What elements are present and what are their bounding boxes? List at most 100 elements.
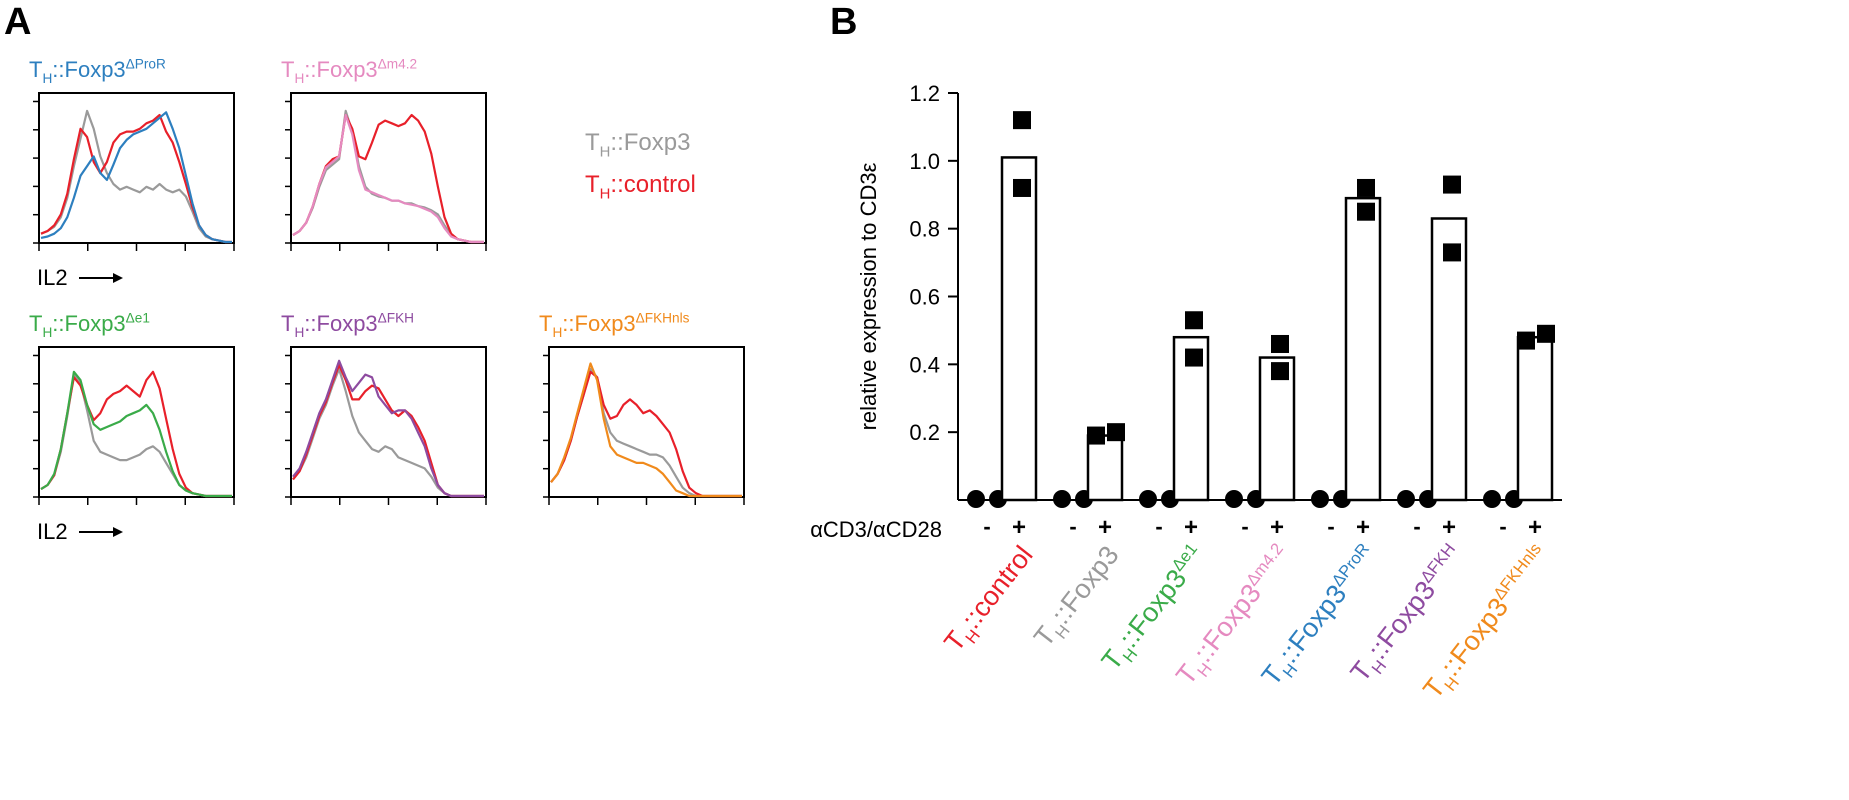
legend-entry-1: TH::Foxp3 bbox=[585, 129, 690, 161]
stim-row-label: αCD3/αCD28 bbox=[810, 517, 942, 542]
unstim-point bbox=[1397, 490, 1415, 508]
title-base: T bbox=[29, 311, 42, 336]
stim-point bbox=[1537, 324, 1555, 343]
histogram-series-line bbox=[292, 359, 484, 498]
title-base: T bbox=[29, 57, 42, 82]
stim-point bbox=[1443, 243, 1461, 262]
minus-label: - bbox=[1327, 514, 1334, 539]
title-rest: ::Foxp3 bbox=[52, 57, 125, 82]
plus-label: + bbox=[1528, 514, 1542, 541]
y-axis-label: relative expression to CD3ε bbox=[856, 162, 881, 430]
histogram-series-line bbox=[40, 370, 232, 498]
title-base: T bbox=[281, 311, 294, 336]
minus-label: - bbox=[1155, 514, 1162, 539]
il2-arrow-head bbox=[113, 527, 123, 537]
stim-point bbox=[1357, 178, 1375, 197]
y-tick-label: 1.2 bbox=[909, 81, 940, 106]
title-superscript: Δm4.2 bbox=[1242, 539, 1287, 589]
panel-b-bar-chart: 0.2 0.4 0.6 0.8 1.0 1.2 relative expression to… bbox=[810, 81, 1562, 704]
title-superscript: ΔFKHnls bbox=[1489, 539, 1545, 603]
title-rest: ::control bbox=[956, 540, 1039, 634]
group-label: TH::Foxp3 bbox=[1028, 540, 1129, 655]
plus-label: + bbox=[1098, 514, 1112, 541]
minus-label: - bbox=[1413, 514, 1420, 539]
title-base: T bbox=[281, 57, 294, 82]
title-subscript: H bbox=[600, 187, 611, 203]
title-base: T bbox=[585, 129, 600, 156]
title-rest: ::Foxp3 bbox=[1113, 564, 1192, 653]
il2-arrow-head bbox=[113, 273, 123, 283]
stim-bar bbox=[1430, 217, 1468, 502]
histogram-frame bbox=[548, 346, 745, 498]
histogram-title: TH::Foxp3Δm4.2 bbox=[281, 57, 417, 87]
plus-label: + bbox=[1184, 514, 1198, 541]
stim-bar bbox=[1344, 196, 1382, 502]
title-superscript: ΔFKHnls bbox=[636, 311, 690, 326]
title-rest: ::Foxp3 bbox=[1188, 578, 1267, 667]
histogram-title: TH::Foxp3ΔFKH bbox=[281, 311, 414, 341]
unstim-point bbox=[1483, 490, 1501, 508]
plus-label: + bbox=[1012, 514, 1026, 541]
legend-entry-2: TH::control bbox=[585, 171, 696, 203]
plus-label: + bbox=[1442, 514, 1456, 541]
histogram-frame bbox=[38, 346, 235, 498]
title-rest: ::Foxp3 bbox=[304, 57, 377, 82]
stim-point bbox=[1185, 311, 1203, 330]
histogram-title: TH::Foxp3Δe1 bbox=[29, 311, 150, 341]
histogram-series-line bbox=[292, 367, 484, 498]
histogram-series-line bbox=[40, 111, 232, 244]
title-subscript: H bbox=[42, 71, 52, 86]
stim-bar bbox=[1000, 156, 1038, 502]
histogram-frame bbox=[290, 346, 487, 498]
title-superscript: Δe1 bbox=[126, 311, 150, 326]
histogram-frame bbox=[38, 92, 235, 244]
minus-label: - bbox=[1069, 514, 1076, 539]
title-rest: ::Foxp3 bbox=[610, 129, 690, 156]
histogram-frame bbox=[290, 92, 487, 244]
stim-point bbox=[1443, 175, 1461, 194]
plus-label: + bbox=[1270, 514, 1284, 541]
y-tick-label: 0.8 bbox=[909, 217, 940, 242]
title-subscript: H bbox=[42, 325, 52, 340]
histogram-title: TH::Foxp3ΔProR bbox=[29, 57, 166, 87]
stim-point bbox=[1185, 348, 1203, 367]
stim-point bbox=[1517, 331, 1535, 350]
title-rest: ::Foxp3 bbox=[1273, 579, 1352, 668]
stim-bar bbox=[1516, 335, 1554, 502]
histogram-series-line bbox=[292, 113, 484, 244]
panel-b-letter: B bbox=[830, 1, 857, 43]
histogram-4: TH::Foxp3ΔFKH bbox=[281, 311, 487, 505]
histogram-2: TH::Foxp3Δm4.2 bbox=[281, 57, 487, 251]
title-superscript: ΔFKH bbox=[378, 311, 414, 326]
bar-group-1: - +TH::control bbox=[938, 111, 1039, 657]
histogram-5: TH::Foxp3ΔFKHnls bbox=[539, 311, 745, 505]
unstim-point bbox=[1311, 490, 1329, 508]
y-tick-label: 0.4 bbox=[909, 352, 940, 377]
y-tick-label: 0.2 bbox=[909, 420, 940, 445]
unstim-point bbox=[1225, 490, 1243, 508]
minus-label: - bbox=[983, 514, 990, 539]
stim-point bbox=[1013, 111, 1031, 130]
title-superscript: ΔProR bbox=[126, 57, 166, 72]
panel-a-letter: A bbox=[4, 1, 31, 43]
il2-axis-label: IL2 bbox=[37, 265, 68, 290]
minus-label: - bbox=[1241, 514, 1248, 539]
stim-point bbox=[1013, 178, 1031, 197]
title-superscript: ΔProR bbox=[1328, 539, 1373, 590]
title-rest: ::Foxp3 bbox=[562, 311, 635, 336]
histogram-series-line bbox=[292, 363, 484, 498]
title-rest: ::Foxp3 bbox=[52, 311, 125, 336]
title-rest: ::Foxp3 bbox=[304, 311, 377, 336]
y-tick-label: 1.0 bbox=[909, 149, 940, 174]
panel-a-histograms: TH::Foxp3ΔProRIL2TH::Foxp3Δm4.2TH::Foxp3… bbox=[29, 57, 745, 544]
unstim-point bbox=[1053, 490, 1071, 508]
title-rest: ::Foxp3 bbox=[1435, 592, 1514, 681]
title-subscript: H bbox=[294, 325, 304, 340]
title-superscript: ΔFKH bbox=[1417, 539, 1459, 586]
title-base: T bbox=[539, 311, 552, 336]
histogram-series-line bbox=[40, 370, 232, 498]
title-subscript: H bbox=[552, 325, 562, 340]
